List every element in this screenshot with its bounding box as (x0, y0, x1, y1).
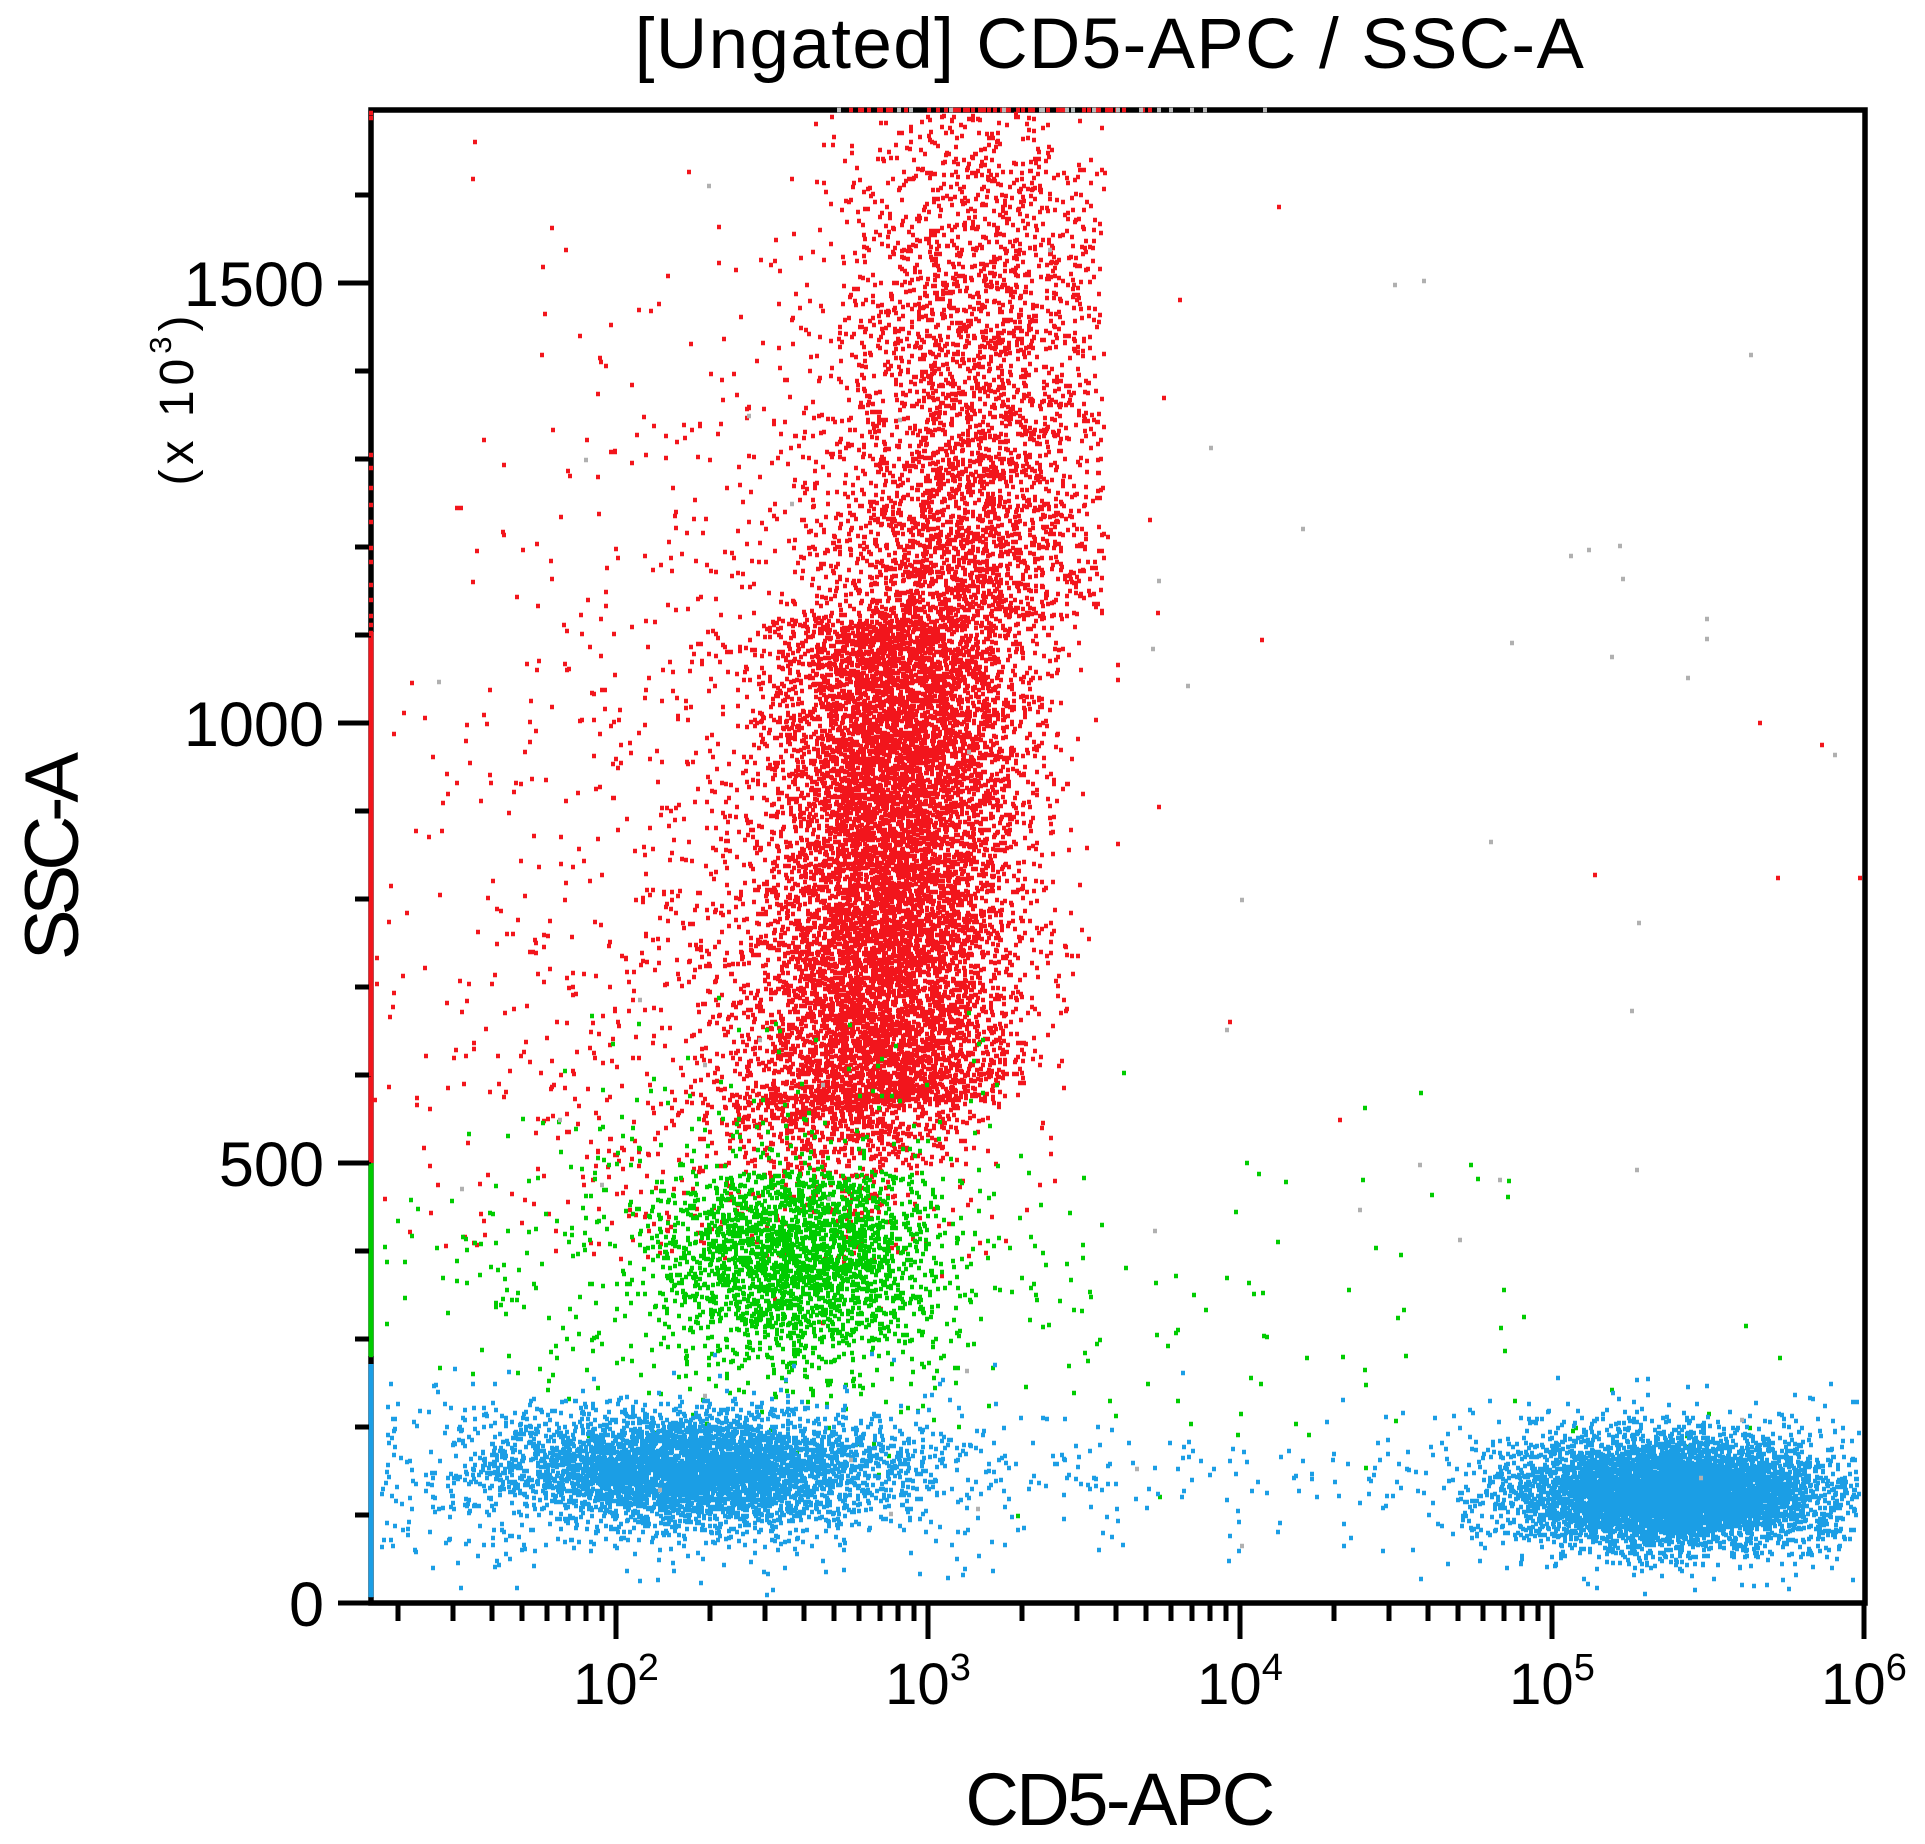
svg-text:[Ungated] CD5-APC / SSC-A: [Ungated] CD5-APC / SSC-A (635, 5, 1585, 84)
svg-text:1500: 1500 (184, 250, 324, 320)
svg-text:500: 500 (219, 1130, 324, 1200)
svg-text:SSC-A: SSC-A (10, 752, 95, 961)
svg-text:0: 0 (289, 1570, 324, 1640)
svg-text:1000: 1000 (184, 690, 324, 760)
svg-text:CD5-APC: CD5-APC (965, 1758, 1272, 1841)
svg-text:(x 103): (x 103) (143, 311, 204, 486)
